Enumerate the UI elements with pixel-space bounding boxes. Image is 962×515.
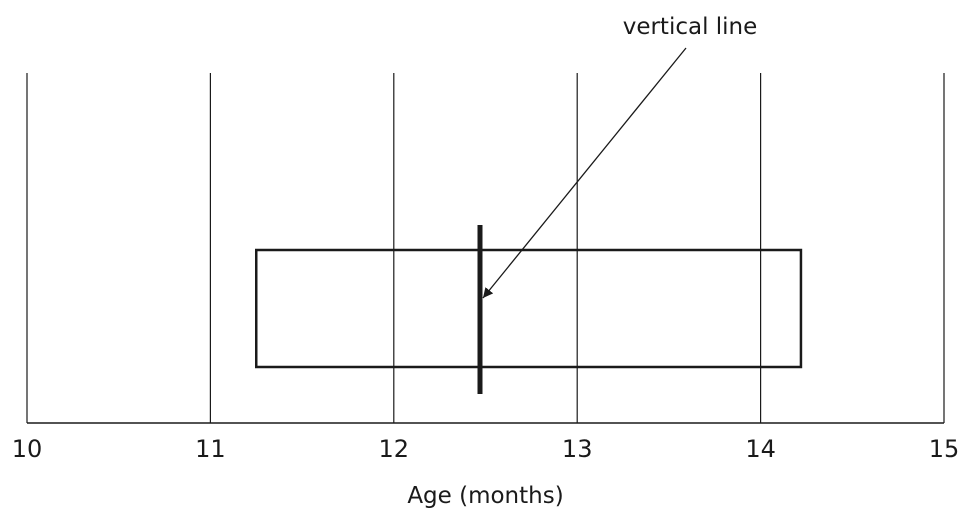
tick-label-10: 10 [12, 435, 43, 463]
x-axis-label: Age (months) [407, 483, 563, 509]
tick-label-13: 13 [562, 435, 593, 463]
tick-label-15: 15 [929, 435, 960, 463]
x-axis: 10 11 12 13 14 15 [12, 422, 960, 463]
annotation-arrow [482, 47, 687, 299]
box [255, 225, 803, 394]
tick-label-11: 11 [195, 435, 226, 463]
tick-label-14: 14 [745, 435, 776, 463]
tick-label-12: 12 [379, 435, 410, 463]
grid-lines [26, 73, 945, 423]
annotation: vertical line [482, 14, 758, 299]
box-rect [255, 248, 803, 369]
annotation-label: vertical line [623, 14, 758, 40]
